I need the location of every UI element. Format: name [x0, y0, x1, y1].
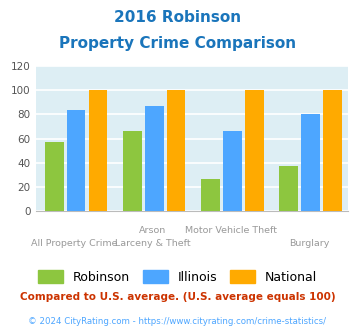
- Text: All Property Crime: All Property Crime: [31, 239, 118, 248]
- Text: Compared to U.S. average. (U.S. average equals 100): Compared to U.S. average. (U.S. average …: [20, 292, 335, 302]
- Text: Burglary: Burglary: [289, 239, 329, 248]
- Bar: [201, 179, 220, 211]
- Text: Arson: Arson: [139, 226, 166, 235]
- Legend: Robinson, Illinois, National: Robinson, Illinois, National: [33, 265, 322, 289]
- Bar: [145, 106, 164, 211]
- Bar: [123, 131, 142, 211]
- Bar: [323, 90, 342, 211]
- Bar: [279, 166, 298, 211]
- Bar: [45, 142, 64, 211]
- Text: 2016 Robinson: 2016 Robinson: [114, 10, 241, 25]
- Bar: [167, 90, 185, 211]
- Bar: [301, 115, 320, 211]
- Bar: [245, 90, 263, 211]
- Bar: [67, 110, 86, 211]
- Bar: [223, 131, 242, 211]
- Text: © 2024 CityRating.com - https://www.cityrating.com/crime-statistics/: © 2024 CityRating.com - https://www.city…: [28, 317, 327, 326]
- Text: Motor Vehicle Theft: Motor Vehicle Theft: [185, 226, 277, 235]
- Text: Larceny & Theft: Larceny & Theft: [115, 239, 191, 248]
- Text: Property Crime Comparison: Property Crime Comparison: [59, 36, 296, 51]
- Bar: [89, 90, 107, 211]
